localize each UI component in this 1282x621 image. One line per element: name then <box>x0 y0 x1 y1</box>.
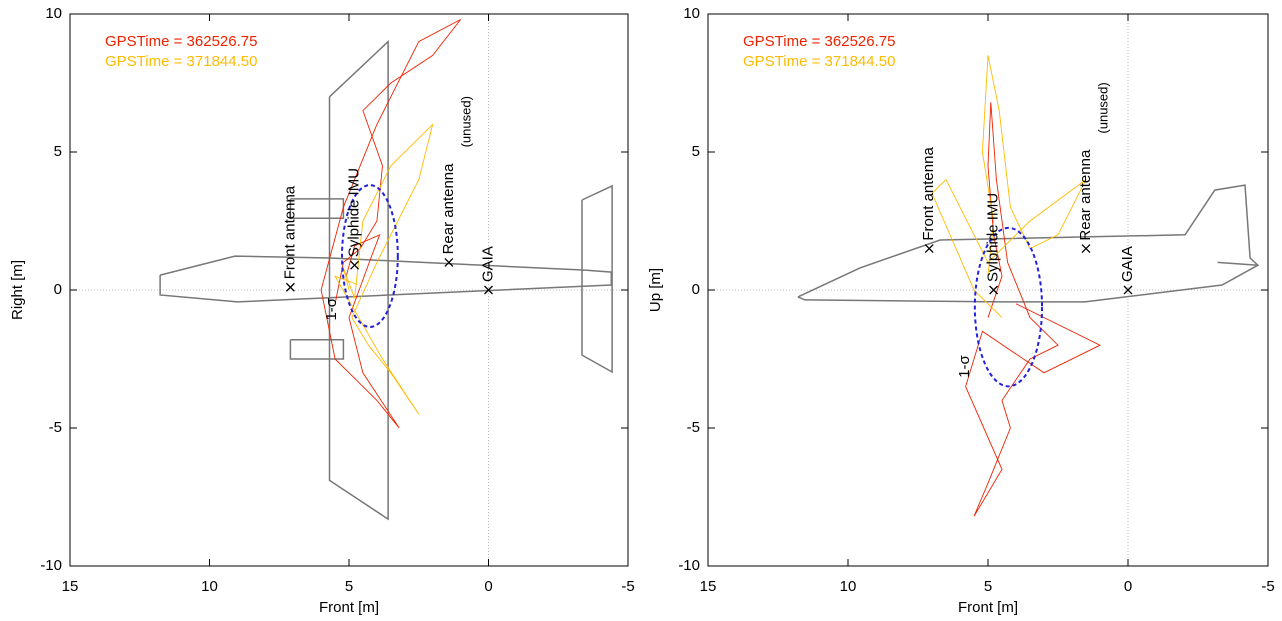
y-tick-label: -5 <box>49 419 62 436</box>
marker-label: Sylphide IMU <box>985 193 1002 282</box>
x-tick-label: 5 <box>984 578 992 595</box>
x-tick-label: 15 <box>62 578 79 595</box>
y-axis-label: Right [m] <box>9 260 26 320</box>
y-tick-label: -5 <box>687 419 700 436</box>
marker-label: Front antenna <box>281 185 298 279</box>
marker <box>1081 244 1091 254</box>
y-tick-label: 0 <box>692 281 700 298</box>
trajectory <box>320 19 461 429</box>
trajectory <box>965 102 1102 517</box>
x-axis-label: Front [m] <box>319 599 379 616</box>
sigma-ellipse <box>973 226 1044 388</box>
y-tick-label: 10 <box>45 5 62 22</box>
marker <box>444 257 454 267</box>
y-tick-label: 5 <box>692 143 700 160</box>
y-tick-label: -10 <box>40 557 62 574</box>
marker-label: GAIA <box>1119 246 1136 282</box>
sigma-label: 1-σ <box>956 354 973 377</box>
panel: 15 10 5 0 -5 -10 -5 0 5 10 Front [m] Right [m] GPSTi… <box>9 5 635 616</box>
plot-frame <box>707 13 1269 567</box>
marker <box>484 285 493 295</box>
marker-note: (unused) <box>458 96 473 147</box>
trajectory <box>334 122 434 415</box>
marker-label: Rear antenna <box>1077 149 1094 241</box>
x-tick-label: 0 <box>484 578 492 595</box>
sigma-ellipse <box>341 184 399 328</box>
marker <box>1123 285 1133 295</box>
x-tick-label: 10 <box>840 578 857 595</box>
x-tick-label: 0 <box>1124 578 1132 595</box>
x-tick-label: 10 <box>201 578 218 595</box>
legend-label: GPSTime = 362526.75 <box>743 33 895 50</box>
marker-note: (unused) <box>1095 82 1110 133</box>
marker <box>924 244 934 254</box>
marker <box>989 285 999 295</box>
plot-area <box>797 55 1260 517</box>
panel: 15 10 5 0 -5 -10 -5 0 5 10 Front [m] Up [m] GPSTime … <box>647 5 1275 616</box>
plot-area <box>159 19 613 521</box>
y-tick-label: -10 <box>678 557 700 574</box>
x-tick-label: -5 <box>621 578 634 595</box>
marker-label: Rear antenna <box>440 163 457 255</box>
legend-label: GPSTime = 362526.75 <box>105 33 257 50</box>
trajectory <box>931 55 1087 318</box>
x-tick-label: 5 <box>345 578 353 595</box>
x-axis-label: Front [m] <box>958 599 1018 616</box>
plot-frame <box>69 13 629 567</box>
aircraft-outline <box>797 184 1260 303</box>
marker-label: Front antenna <box>920 147 937 241</box>
marker <box>350 260 360 270</box>
aircraft-outline <box>159 39 613 521</box>
y-tick-label: 10 <box>683 5 700 22</box>
y-axis-label: Up [m] <box>647 268 664 312</box>
legend-label: GPSTime = 371844.50 <box>743 53 895 70</box>
marker-label: Sylphide IMU <box>346 168 363 257</box>
x-tick-label: 15 <box>700 578 717 595</box>
y-tick-label: 0 <box>54 281 62 298</box>
marker <box>285 282 295 292</box>
sigma-label: 1-σ <box>323 297 340 320</box>
y-tick-label: 5 <box>54 143 62 160</box>
x-tick-label: -5 <box>1261 578 1274 595</box>
legend-label: GPSTime = 371844.50 <box>105 53 257 70</box>
marker-label: GAIA <box>479 246 496 282</box>
